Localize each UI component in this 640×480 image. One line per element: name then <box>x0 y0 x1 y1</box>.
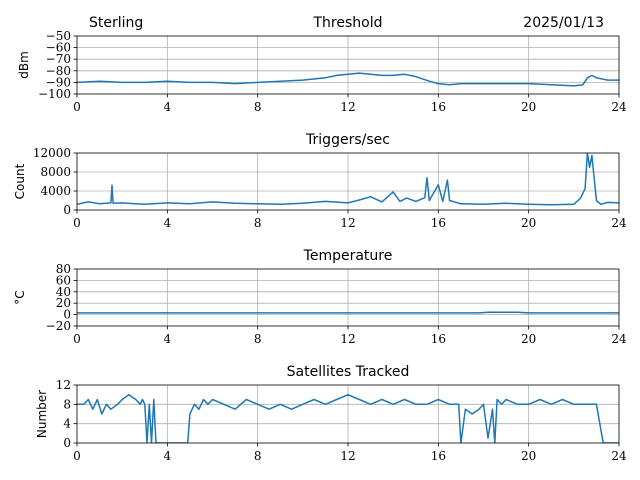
series-line <box>77 72 619 87</box>
y-tick-label: −90 <box>46 75 71 89</box>
panel-4: 0 4 8 12 16 20 24 0 4 8 12 Satellites Tracked Number <box>35 364 627 463</box>
x-tick-label: 12 <box>340 332 355 346</box>
x-tick-label: 12 <box>340 100 355 114</box>
y-tick-label: −100 <box>38 87 71 101</box>
y-tick-label: −20 <box>46 319 71 333</box>
y-tick-label: 20 <box>56 296 71 310</box>
y-tick-label: 0 <box>63 203 71 217</box>
series-line <box>77 393 619 443</box>
x-tick-label: 24 <box>611 216 627 230</box>
series-line <box>77 311 619 314</box>
x-tick-label: 12 <box>340 216 355 230</box>
y-axis-label: dBm <box>17 51 31 79</box>
x-tick-label: 0 <box>73 100 81 114</box>
y-tick-label: 80 <box>56 262 71 276</box>
x-tick-label: 4 <box>164 449 172 463</box>
panel-title: Satellites Tracked <box>287 364 410 380</box>
y-axis-label: Number <box>35 390 49 438</box>
panel-title: Triggers/sec <box>305 132 390 148</box>
report-date: 2025/01/13 <box>523 15 604 31</box>
x-tick-label: 4 <box>164 216 172 230</box>
x-tick-label: 0 <box>73 216 81 230</box>
panel-2: 0 4 8 12 16 20 24 0 4000 8000 12000 Triggers/sec Cou… <box>13 132 627 230</box>
x-tick-label: 20 <box>521 332 536 346</box>
x-tick-label: 8 <box>254 449 262 463</box>
y-tick-label: 60 <box>56 273 71 287</box>
y-tick-label: 12000 <box>33 146 71 160</box>
y-tick-label: 4 <box>63 417 71 431</box>
x-tick-label: 0 <box>73 332 81 346</box>
x-tick-label: 24 <box>611 449 627 463</box>
y-tick-label: 40 <box>56 285 71 299</box>
panel-title: Temperature <box>303 248 393 264</box>
x-tick-label: 8 <box>254 216 262 230</box>
y-tick-label: −70 <box>46 52 71 66</box>
x-tick-label: 8 <box>254 332 262 346</box>
x-tick-label: 4 <box>164 332 172 346</box>
y-tick-label: 0 <box>63 436 71 450</box>
y-tick-label: 12 <box>56 378 71 392</box>
panel-title: Threshold <box>313 15 383 31</box>
y-tick-label: 4000 <box>40 184 71 198</box>
x-tick-label: 12 <box>340 449 355 463</box>
x-tick-label: 4 <box>164 100 172 114</box>
x-tick-label: 16 <box>431 216 446 230</box>
panels: 0 4 8 12 16 20 24 −100−90−80−70−60−50 Threshold d… <box>13 15 627 463</box>
x-tick-label: 8 <box>254 100 262 114</box>
x-tick-label: 20 <box>521 449 536 463</box>
x-tick-label: 16 <box>431 449 446 463</box>
y-axis-label: Count <box>13 163 27 199</box>
y-tick-label: −60 <box>46 41 71 55</box>
x-tick-label: 20 <box>521 100 536 114</box>
y-tick-label: −50 <box>46 29 71 43</box>
y-axis-label: °C <box>13 290 27 304</box>
station-name: Sterling <box>89 15 143 31</box>
x-tick-label: 24 <box>611 332 627 346</box>
series-line <box>77 153 619 206</box>
x-tick-label: 0 <box>73 449 81 463</box>
y-tick-label: 8000 <box>40 165 71 179</box>
x-tick-label: 24 <box>611 100 627 114</box>
x-tick-label: 16 <box>431 100 446 114</box>
y-tick-label: 0 <box>63 308 71 322</box>
y-tick-label: −80 <box>46 64 71 78</box>
x-tick-label: 16 <box>431 332 446 346</box>
x-tick-label: 20 <box>521 216 536 230</box>
panel-1: 0 4 8 12 16 20 24 −100−90−80−70−60−50 Threshold d… <box>17 15 627 114</box>
y-tick-label: 8 <box>63 397 71 411</box>
